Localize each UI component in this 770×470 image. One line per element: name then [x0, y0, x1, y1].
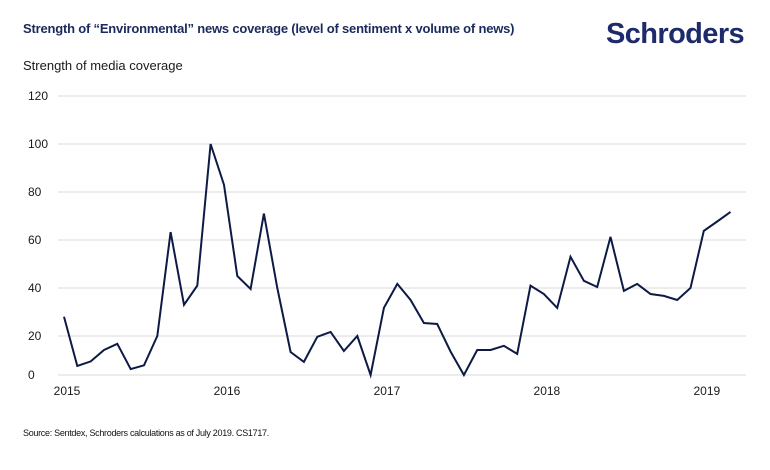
y-tick-label: 80 — [28, 185, 42, 199]
y-tick-label: 0 — [28, 368, 35, 382]
y-tick-labels: 0 20 40 60 80 100 120 — [28, 89, 48, 382]
y-tick-label: 20 — [28, 329, 42, 343]
x-tick-labels: 2015 2016 2017 2018 2019 — [54, 384, 721, 398]
series-line — [63, 143, 732, 379]
y-axis-label: Strength of media coverage — [23, 58, 183, 73]
series-layer — [63, 143, 732, 379]
x-tick-label: 2019 — [693, 384, 720, 398]
schroders-logo: Schroders — [606, 18, 745, 50]
x-tick-label: 2018 — [534, 384, 561, 398]
y-tick-label: 100 — [28, 137, 48, 151]
x-tick-label: 2017 — [374, 384, 401, 398]
y-tick-label: 120 — [28, 89, 48, 103]
gridlines — [58, 95, 746, 376]
y-tick-label: 40 — [28, 281, 42, 295]
x-tick-label: 2016 — [214, 384, 241, 398]
chart-title: Strength of “Environmental” news coverag… — [23, 21, 515, 36]
source-note: Source: Sentdex, Schroders calculations … — [23, 428, 269, 438]
x-tick-label: 2015 — [54, 384, 81, 398]
y-tick-label: 60 — [28, 233, 42, 247]
